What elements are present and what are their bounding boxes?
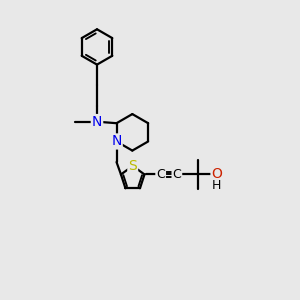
Text: N: N xyxy=(111,134,122,148)
Text: S: S xyxy=(128,159,137,173)
Text: H: H xyxy=(212,179,222,192)
Text: N: N xyxy=(92,115,102,129)
Text: C: C xyxy=(156,168,165,181)
Text: C: C xyxy=(172,168,181,181)
Text: O: O xyxy=(212,167,222,182)
